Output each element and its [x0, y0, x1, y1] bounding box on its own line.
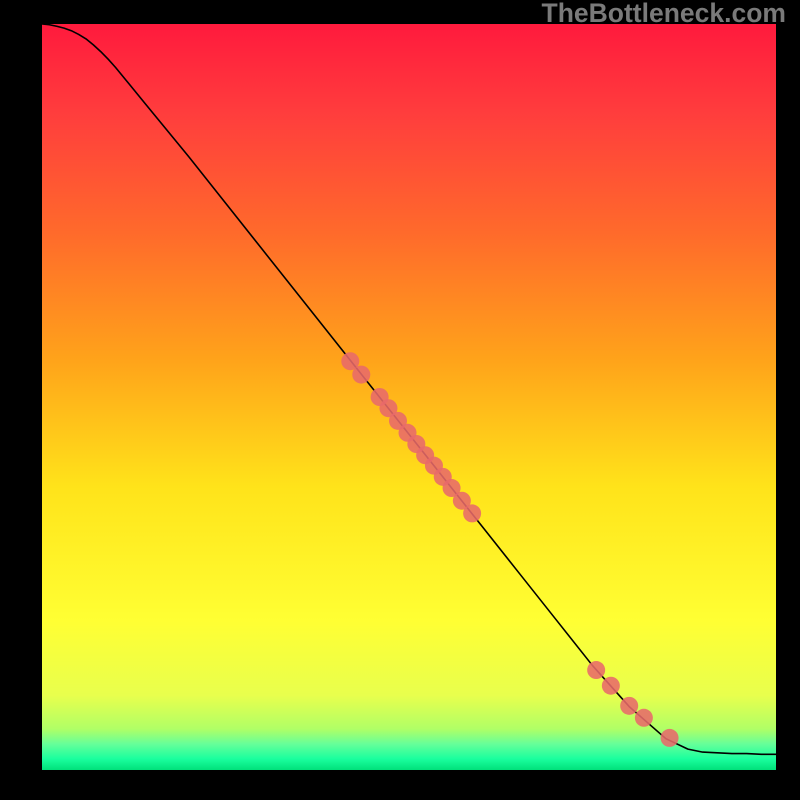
scatter-point — [620, 697, 638, 715]
scatter-point — [661, 729, 679, 747]
plot-area — [42, 24, 776, 770]
scatter-point — [602, 677, 620, 695]
scatter-point — [352, 366, 370, 384]
chart-svg — [42, 24, 776, 770]
scatter-point — [587, 661, 605, 679]
gradient-background — [42, 24, 776, 770]
chart-frame: TheBottleneck.com — [0, 0, 800, 800]
scatter-point — [635, 709, 653, 727]
watermark-text: TheBottleneck.com — [542, 0, 786, 29]
scatter-point — [463, 504, 481, 522]
